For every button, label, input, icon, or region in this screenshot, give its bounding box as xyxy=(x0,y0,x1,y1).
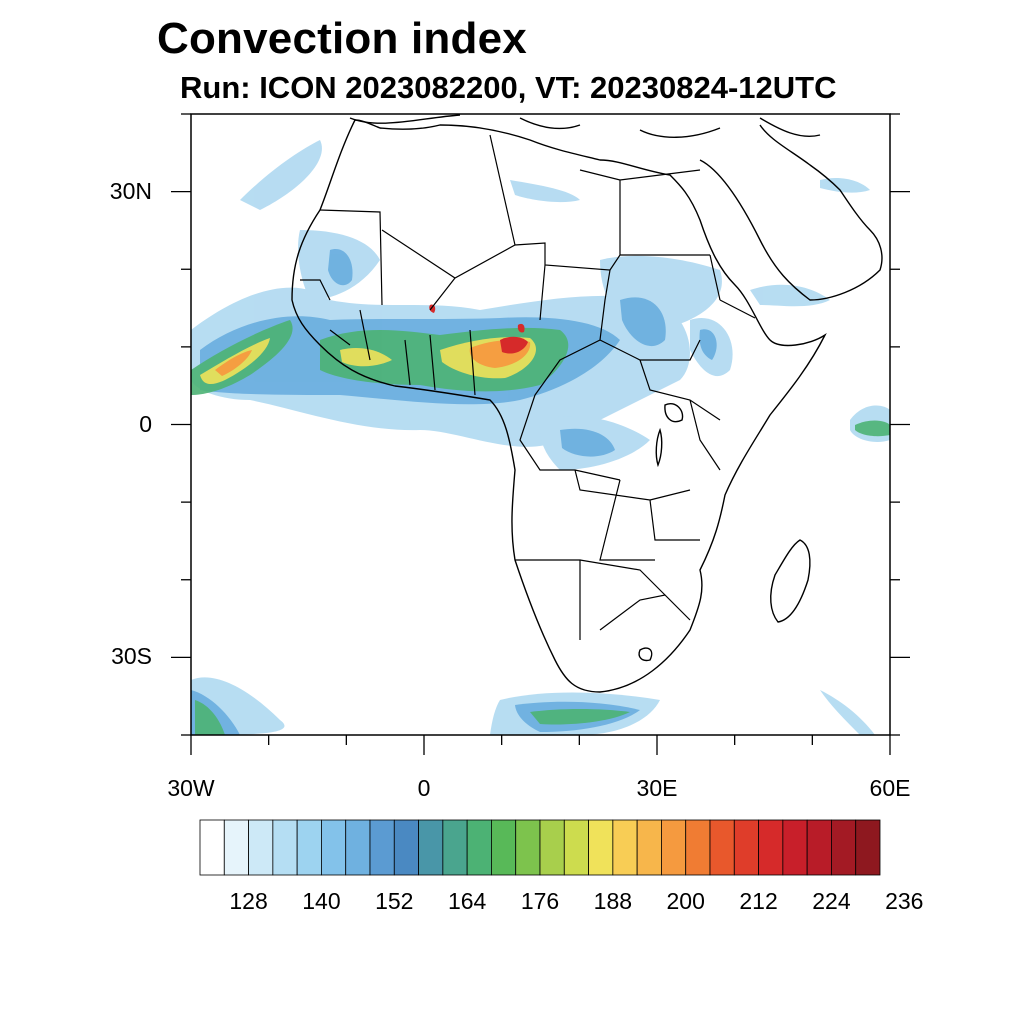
chart-title: Convection index xyxy=(157,14,527,63)
colorbar-swatch xyxy=(588,819,614,876)
colorbar-swatch xyxy=(418,819,444,876)
lon-tick-label: 0 xyxy=(417,775,431,801)
colorbar-swatch xyxy=(661,819,687,876)
colorbar-swatch xyxy=(685,819,711,876)
colorbar-swatch xyxy=(855,819,881,876)
colorbar-swatch xyxy=(442,819,468,876)
map-outlines xyxy=(291,114,883,693)
colorbar-swatch xyxy=(563,819,589,876)
colorbar-label: 140 xyxy=(302,888,341,914)
colorbar-label: 176 xyxy=(520,888,560,914)
colorbar-swatch xyxy=(466,819,492,876)
colorbar-swatch xyxy=(369,819,395,876)
colorbar-label: 236 xyxy=(885,888,924,914)
europe-coastline xyxy=(349,114,821,138)
colorbar-swatch xyxy=(733,819,759,876)
lon-tick-label: 30W xyxy=(167,775,215,801)
colorbar-swatch xyxy=(758,819,784,876)
lat-tick-label: 30N xyxy=(109,177,152,204)
convection-field xyxy=(191,140,890,735)
colorbar-swatch xyxy=(539,819,565,876)
colorbar-swatch xyxy=(345,819,371,876)
madagascar-outline xyxy=(770,539,811,623)
colorbar-swatch xyxy=(831,819,857,876)
colorbar-label: 152 xyxy=(375,888,414,914)
colorbar-swatch xyxy=(491,819,517,876)
lat-tick-label: 30S xyxy=(111,643,152,670)
arabia-coastline xyxy=(699,124,883,301)
colorbar-swatch xyxy=(782,819,808,876)
lon-tick-label: 60E xyxy=(869,775,911,801)
colorbar-label: 212 xyxy=(739,888,778,914)
colorbar-swatch xyxy=(515,819,541,876)
africa-coastline xyxy=(291,119,827,693)
colorbar xyxy=(199,819,881,876)
colorbar-label: 224 xyxy=(812,888,851,914)
axis-ticks xyxy=(171,113,910,755)
colorbar-label: 200 xyxy=(666,888,705,914)
colorbar-swatch xyxy=(806,819,832,876)
lon-tick-label: 30E xyxy=(636,775,678,801)
colorbar-swatch xyxy=(248,819,274,876)
colorbar-swatch xyxy=(296,819,322,876)
colorbar-label: 128 xyxy=(229,888,268,914)
colorbar-swatch xyxy=(321,819,347,876)
chart-subtitle: Run: ICON 2023082200, VT: 20230824-12UTC xyxy=(180,70,837,105)
lat-tick-label: 0 xyxy=(139,410,152,437)
colorbar-swatch xyxy=(709,819,735,876)
colorbar-swatch xyxy=(272,819,298,876)
colorbar-label: 164 xyxy=(447,888,487,914)
colorbar-swatch xyxy=(393,819,419,876)
colorbar-swatch xyxy=(223,819,249,876)
colorbar-swatch xyxy=(612,819,638,876)
colorbar-swatch xyxy=(636,819,662,876)
country-borders xyxy=(300,134,756,640)
colorbar-label: 188 xyxy=(593,888,633,914)
colorbar-swatch xyxy=(199,819,225,876)
